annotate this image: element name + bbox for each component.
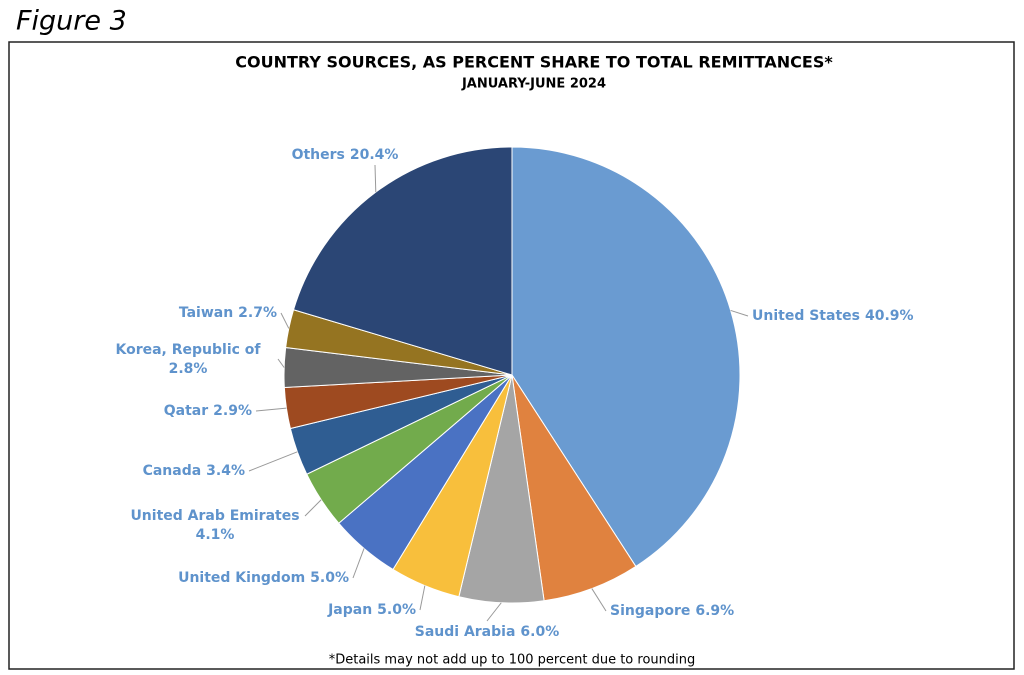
value-label: 3.4% [206, 463, 245, 479]
figure-label: Figure 3 [16, 6, 127, 37]
data-label: Others 20.4% [292, 147, 399, 163]
value-label: 5.0% [377, 602, 416, 618]
value-label: 6.9% [695, 603, 734, 619]
data-label: United Kingdom 5.0% [178, 570, 349, 586]
category-name: Korea, Republic of [115, 342, 261, 358]
leader-line [730, 309, 749, 317]
category-name: Canada [143, 463, 202, 479]
value-label: 2.9% [213, 403, 252, 419]
chart-subtitle: JANUARY-JUNE 2024 [461, 77, 606, 92]
leader-line [277, 358, 285, 368]
value-label: 20.4% [350, 147, 399, 163]
leader-line [591, 588, 607, 612]
data-label: Canada 3.4% [143, 463, 245, 479]
category-name: Singapore [610, 603, 690, 619]
data-label: Korea, Republic of 2.8% [115, 342, 261, 377]
category-name: Taiwan [179, 305, 233, 321]
leader-line [486, 602, 502, 622]
value-label: 40.9% [865, 308, 914, 324]
leader-line [248, 451, 298, 472]
footnote: *Details may not add up to 100 percent d… [329, 653, 696, 668]
pie-slice [511, 146, 741, 568]
value-label: 2.8% [169, 361, 208, 377]
chart-frame [8, 41, 1015, 670]
leader-line [304, 499, 322, 517]
category-name: Qatar [164, 403, 208, 419]
data-label: Japan 5.0% [327, 602, 416, 618]
leader-line [280, 312, 290, 329]
category-name: Saudi Arabia [415, 624, 516, 640]
category-name: United States [752, 308, 860, 324]
category-name: United Arab Emirates [130, 508, 299, 524]
data-label: Qatar 2.9% [164, 403, 252, 419]
leader-line [255, 407, 287, 412]
category-name: Others [292, 147, 345, 163]
value-label: 5.0% [310, 570, 349, 586]
data-label: United States 40.9% [752, 308, 914, 324]
value-label: 2.7% [238, 305, 277, 321]
data-label: United Arab Emirates 4.1% [130, 508, 299, 543]
leader-line [419, 585, 426, 611]
value-label: 4.1% [196, 527, 235, 543]
data-label: Singapore 6.9% [610, 603, 734, 619]
leader-line [374, 164, 377, 193]
category-name: Japan [327, 602, 372, 618]
category-name: United Kingdom [178, 570, 305, 586]
value-label: 6.0% [520, 624, 559, 640]
data-label: Saudi Arabia 6.0% [415, 624, 559, 640]
leader-line [352, 548, 365, 579]
chart-title: COUNTRY SOURCES, AS PERCENT SHARE TO TOT… [235, 53, 833, 72]
data-label: Taiwan 2.7% [179, 305, 277, 321]
